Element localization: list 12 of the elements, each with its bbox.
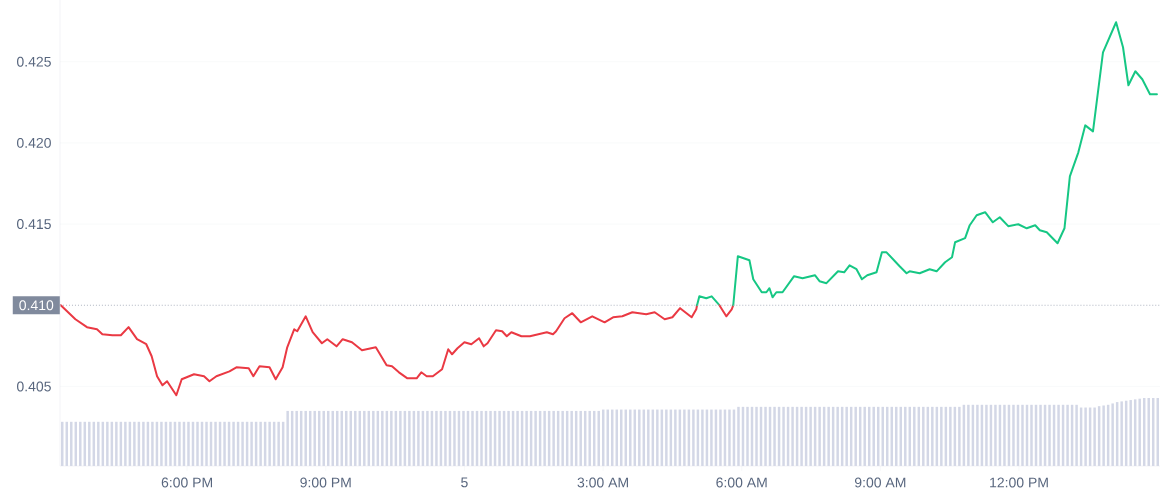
x-tick-label: 12:00 PM [990,477,1048,488]
x-tick-label: 3:00 AM [577,477,628,488]
x-tick-label: 6:00 PM [161,477,213,488]
x-tick-label: 5 [461,477,468,488]
y-tick-label: 0.420 [16,137,51,148]
x-tick-label: 9:00 PM [300,477,351,488]
x-tick-label: 6:00 AM [716,477,767,488]
y-tick-label: 0.425 [16,56,51,67]
y-tick-label: 0.405 [16,381,51,392]
ref-line-label: 0.410 [19,300,54,311]
y-tick-label: 0.415 [16,219,51,230]
x-tick-label: 9:00 AM [854,477,906,488]
